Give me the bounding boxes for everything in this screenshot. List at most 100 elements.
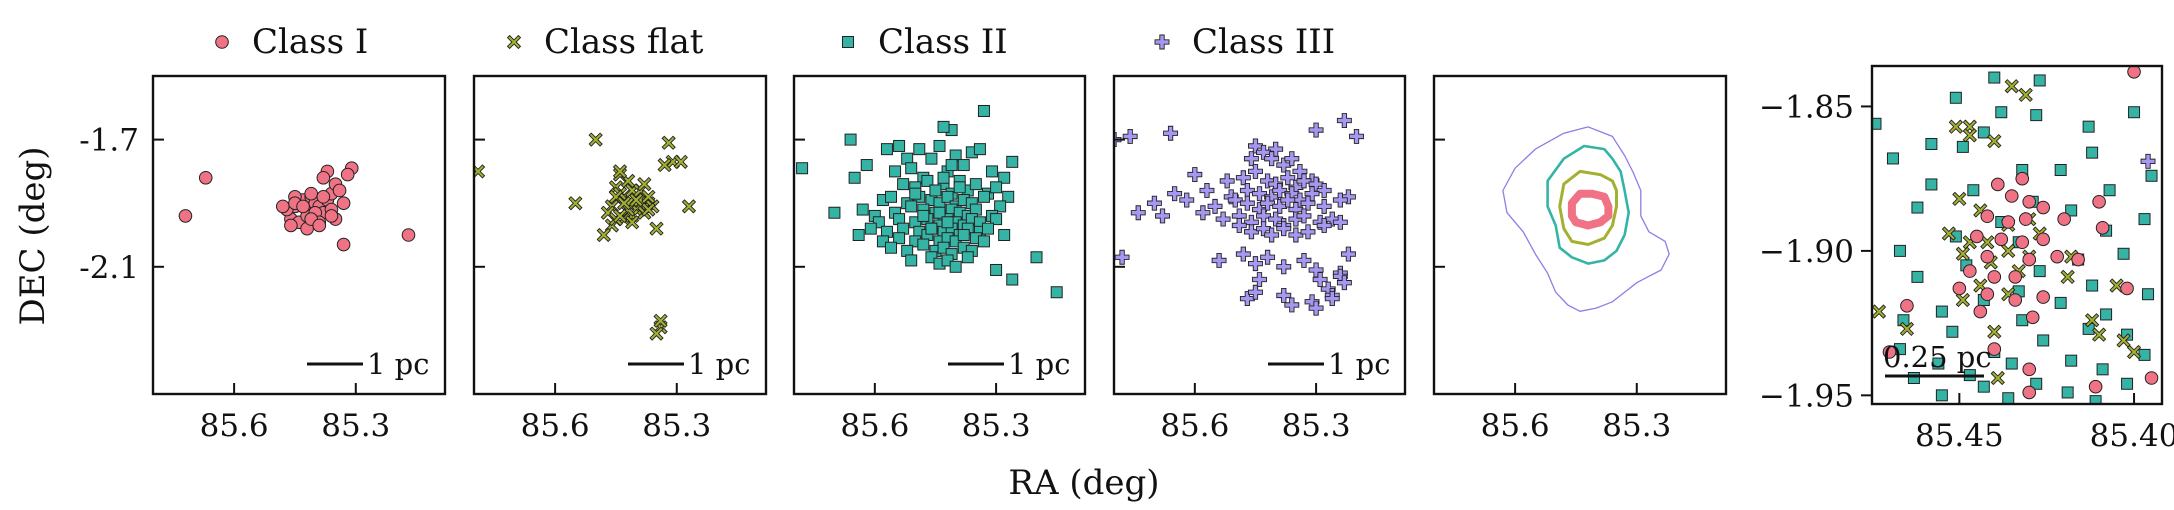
data-point	[2022, 362, 2037, 377]
data-point	[1911, 201, 1924, 214]
data-point	[977, 235, 990, 248]
data-point	[2116, 333, 2131, 348]
data-point	[2145, 169, 2158, 182]
scale-bar-label: 1 pc	[1008, 347, 1070, 381]
data-point	[401, 228, 416, 242]
data-point	[1296, 208, 1312, 224]
legend-marker	[842, 36, 854, 48]
data-point	[860, 159, 873, 172]
data-point	[852, 229, 865, 241]
x-tick-label: 85.3	[1282, 408, 1351, 444]
data-point	[2088, 379, 2103, 394]
data-point	[1332, 214, 1348, 230]
data-point	[1199, 183, 1215, 198]
data-point	[336, 237, 351, 252]
data-point	[625, 215, 640, 230]
data-point	[2001, 215, 2016, 229]
data-point	[2140, 153, 2156, 169]
data-point	[616, 196, 632, 211]
data-point	[1941, 226, 1957, 241]
panel-1: 85.6 85.3 -1.7 -2.1 1 pc	[79, 74, 447, 444]
data-point	[876, 235, 889, 248]
x-tick-label: 85.3	[321, 408, 390, 444]
data-point	[2121, 377, 2134, 390]
data-point	[953, 181, 966, 194]
data-point	[2015, 235, 2030, 250]
axes-frame	[1432, 74, 1728, 396]
x-tick-label: 85.40	[2090, 418, 2174, 454]
data-point	[1248, 256, 1263, 272]
data-point	[198, 170, 213, 185]
data-point	[994, 200, 1007, 213]
data-point	[969, 178, 982, 191]
data-point	[637, 176, 652, 192]
data-point	[848, 171, 861, 184]
data-point	[1227, 192, 1243, 208]
data-point	[1973, 304, 1988, 319]
x-tick-label: 85.6	[200, 408, 269, 444]
data-point	[1260, 249, 1276, 265]
y-tick-label: −1.85	[1759, 89, 1854, 125]
data-point	[2030, 377, 2043, 390]
data-point	[1977, 380, 1990, 393]
data-point	[880, 143, 893, 156]
data-point	[1946, 325, 1959, 338]
plot-area	[1502, 126, 1670, 312]
x-tick-label: 85.6	[1481, 408, 1550, 444]
data-point	[1260, 195, 1276, 211]
data-point	[977, 104, 990, 117]
data-point	[2086, 279, 2099, 292]
legend-marker	[1154, 34, 1170, 50]
data-point	[937, 241, 950, 254]
data-point	[2054, 296, 2067, 309]
data-point	[1002, 190, 1015, 203]
axes-frame	[792, 74, 1087, 396]
x-tick-label: 85.45	[1915, 418, 2004, 454]
x-tick-label: 85.3	[962, 408, 1031, 444]
data-point	[990, 181, 1003, 194]
data-point	[1980, 209, 1995, 224]
data-point	[1990, 370, 2005, 386]
data-point	[673, 154, 688, 169]
data-point	[2030, 109, 2043, 122]
data-point	[1155, 208, 1170, 224]
data-point	[2120, 281, 2134, 296]
data-point	[2089, 395, 2102, 404]
data-point	[2100, 308, 2113, 321]
data-point	[2127, 66, 2141, 79]
data-point	[2033, 74, 2046, 87]
data-point	[1272, 198, 1288, 214]
data-point	[1970, 229, 1984, 244]
data-point	[1336, 113, 1352, 128]
data-point	[596, 227, 611, 243]
data-point	[568, 196, 583, 211]
data-point	[937, 120, 950, 133]
contour-line	[1567, 189, 1613, 230]
data-point	[2086, 146, 2099, 159]
data-point	[588, 132, 603, 147]
data-point	[986, 165, 999, 178]
data-point	[1231, 218, 1247, 233]
data-point	[998, 171, 1011, 184]
data-point	[2022, 385, 2037, 400]
contour-line	[1502, 126, 1670, 312]
contour-line	[1546, 144, 1630, 265]
panel-6: 85.45 85.40 −1.85 −1.90 −1.95 0.25 pc	[1759, 64, 2174, 454]
legend-label: Class I	[252, 22, 368, 62]
data-point	[1886, 152, 1899, 165]
data-point	[990, 213, 1003, 226]
data-point	[1925, 138, 1938, 150]
data-point	[1296, 252, 1312, 268]
data-point	[2022, 194, 2037, 209]
data-point	[1284, 151, 1300, 167]
legend-label: Class III	[1192, 22, 1335, 62]
legend-entry: Class III	[1154, 22, 1335, 62]
data-point	[1284, 297, 1300, 313]
data-point	[681, 199, 697, 214]
panel-3: 85.6 85.3 1 pc	[792, 74, 1087, 444]
data-point	[1006, 273, 1019, 286]
data-point	[1030, 251, 1043, 264]
data-point	[2144, 371, 2159, 385]
data-point	[661, 135, 676, 150]
data-point	[1316, 218, 1332, 233]
